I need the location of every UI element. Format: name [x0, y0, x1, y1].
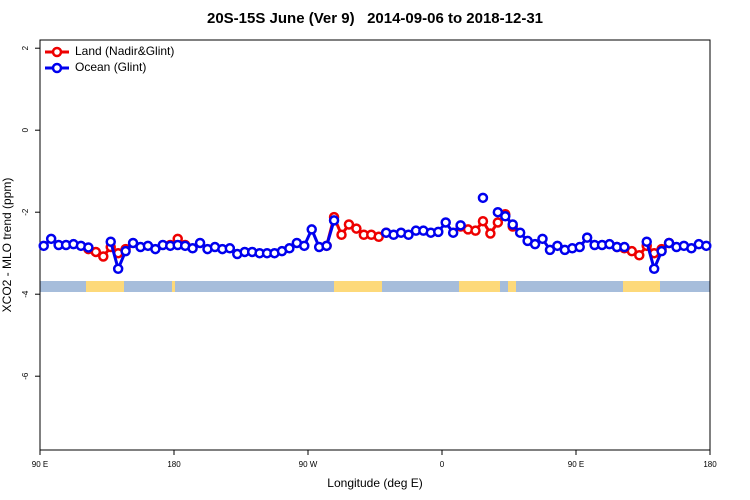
- data-point: [194, 237, 206, 249]
- legend-label: Ocean (Glint): [75, 60, 146, 74]
- legend-marker: [51, 62, 63, 74]
- data-point: [500, 211, 511, 222]
- y-axis-label: XCO2 - MLO trend (ppm): [0, 178, 14, 313]
- data-point: [224, 243, 236, 254]
- x-tick-label: 90 W: [299, 460, 318, 469]
- data-point: [619, 241, 630, 253]
- data-point: [351, 223, 362, 234]
- x-tick-label: 180: [703, 460, 717, 469]
- y-tick-label: -4: [21, 290, 30, 298]
- data-point: [492, 217, 504, 228]
- land-strip: [86, 281, 124, 292]
- data-point: [343, 219, 355, 230]
- data-point: [38, 240, 49, 252]
- data-point: [529, 238, 541, 250]
- data-point: [336, 229, 347, 240]
- data-point: [90, 246, 102, 258]
- land-strip: [172, 281, 175, 292]
- data-point: [447, 227, 459, 238]
- x-tick-label: 90 E: [568, 460, 584, 469]
- data-point: [626, 245, 638, 257]
- data-point: [105, 236, 116, 247]
- data-point: [641, 236, 652, 247]
- data-point: [656, 245, 667, 257]
- data-point: [477, 215, 489, 227]
- data-point: [634, 250, 645, 261]
- x-tick-label: 0: [440, 460, 445, 469]
- data-point: [686, 243, 697, 254]
- data-point: [321, 240, 332, 252]
- data-point: [98, 251, 109, 262]
- data-point: [477, 192, 489, 204]
- data-point: [306, 224, 317, 235]
- data-point: [544, 244, 556, 256]
- land-strip: [459, 281, 500, 292]
- legend-label: Land (Nadir&Glint): [75, 44, 174, 58]
- surface-strip: [40, 281, 710, 292]
- legend-marker: [51, 46, 63, 58]
- data-point: [537, 233, 548, 245]
- data-point: [373, 231, 384, 243]
- x-axis-label: Longitude (deg E): [327, 476, 422, 490]
- data-point: [83, 242, 94, 253]
- data-point: [299, 240, 310, 252]
- x-tick-label: 90 E: [32, 460, 48, 469]
- data-point: [485, 228, 496, 239]
- data-point: [187, 243, 198, 254]
- chart-title: 20S-15S June (Ver 9) 2014-09-06 to 2018-…: [207, 10, 543, 27]
- y-tick-label: 0: [21, 127, 30, 132]
- data-point: [470, 225, 481, 236]
- data-point: [507, 219, 518, 230]
- data-point: [581, 232, 593, 243]
- data-point: [701, 240, 712, 252]
- land-strip: [623, 281, 660, 292]
- data-point: [328, 215, 340, 226]
- data-point: [45, 233, 57, 245]
- data-point: [127, 237, 139, 249]
- y-tick-label: -2: [21, 208, 30, 216]
- data-point: [455, 220, 466, 231]
- data-point: [663, 237, 675, 249]
- data-point: [150, 243, 161, 255]
- data-point: [403, 229, 414, 240]
- data-point: [433, 226, 444, 238]
- y-tick-label: 2: [21, 45, 30, 50]
- data-point: [574, 241, 585, 253]
- land-strip: [508, 281, 516, 292]
- data-point: [112, 263, 124, 275]
- data-point: [284, 243, 295, 254]
- data-point: [440, 217, 451, 228]
- data-point: [552, 240, 563, 252]
- y-tick-label: -6: [21, 372, 30, 380]
- data-point: [514, 227, 526, 238]
- data-point: [648, 263, 660, 275]
- data-point: [492, 206, 504, 218]
- x-tick-label: 180: [167, 460, 181, 469]
- land-strip: [334, 281, 382, 292]
- data-point: [120, 245, 131, 257]
